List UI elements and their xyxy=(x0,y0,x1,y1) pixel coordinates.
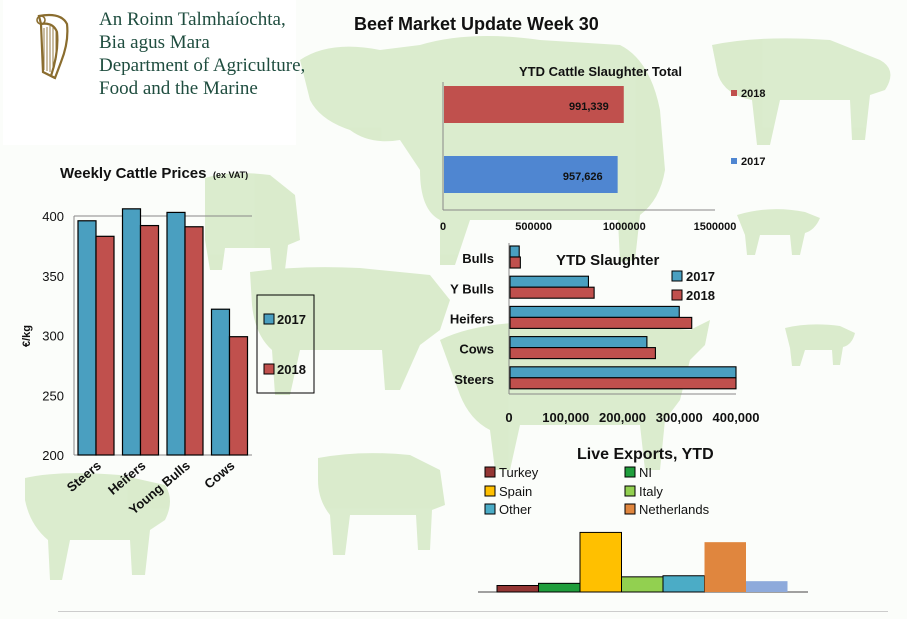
prices-y-axis-label: €/kg xyxy=(21,325,33,347)
ytd-slaughter-bar-2017 xyxy=(509,336,648,349)
live-exports-legend-label: NI xyxy=(639,465,652,480)
ytd-total-data-label-2018: 991,339 xyxy=(569,101,609,113)
live-exports-bar xyxy=(662,575,705,593)
ytd-slaughter-bar-2018 xyxy=(509,347,656,360)
live-exports-legend-swatch xyxy=(484,466,496,478)
prices-bar-2018 xyxy=(139,224,160,456)
department-name: An Roinn Talmhaíochta, Bia agus Mara Dep… xyxy=(99,8,305,100)
live-exports-legend-label: Turkey xyxy=(499,465,539,480)
live-exports-legend-label: Italy xyxy=(639,484,663,499)
prices-bar-2017 xyxy=(210,308,231,456)
ytd-slaughter-legend-swatch-2017 xyxy=(671,270,683,282)
ytd-slaughter-bar-2018 xyxy=(509,316,693,329)
live-exports-bar xyxy=(621,576,664,593)
ytd-slaughter-legend-label-2017: 2017 xyxy=(686,269,715,284)
prices-bar-2017 xyxy=(166,211,186,456)
prices-legend-swatch-2017 xyxy=(263,313,275,325)
ytd-total-legend-swatch-2018 xyxy=(731,90,737,96)
harp-logo-icon xyxy=(36,13,69,80)
live-exports-bar xyxy=(579,531,622,593)
ytd-slaughter-legend-label-2018: 2018 xyxy=(686,288,715,303)
prices-chart-subtitle: (ex VAT) xyxy=(213,170,248,180)
live-exports-legend-swatch xyxy=(624,466,636,478)
live-exports-legend-label: Netherlands xyxy=(639,502,710,517)
live-exports-legend-swatch xyxy=(484,485,496,497)
ytd-total-x-tick-label: 1500000 xyxy=(694,221,737,233)
ytd-slaughter-x-tick-label: 0 xyxy=(505,410,512,425)
ytd-slaughter-y-tick-label: Y Bulls xyxy=(450,281,494,296)
ytd-slaughter-bar-2018 xyxy=(509,286,595,299)
live-exports-bar xyxy=(746,581,788,592)
prices-bar-2018 xyxy=(228,336,249,456)
prices-chart-title: Weekly Cattle Prices xyxy=(60,165,206,182)
live-exports-bar xyxy=(496,585,539,593)
prices-legend-label-2018: 2018 xyxy=(277,362,306,377)
ytd-total-legend-swatch-2017 xyxy=(731,158,737,164)
ytd-slaughter-bar-2018 xyxy=(509,256,521,269)
prices-y-tick-label: 300 xyxy=(42,329,64,344)
logo-line-3: Department of Agriculture, xyxy=(99,55,306,76)
ytd-slaughter-y-tick-label: Cows xyxy=(459,342,494,357)
ytd-slaughter-y-tick-label: Heifers xyxy=(450,312,494,327)
live-exports-legend-swatch xyxy=(624,485,636,497)
prices-legend-box xyxy=(256,294,315,394)
live-exports-legend-swatch xyxy=(624,503,636,515)
ytd-slaughter-y-tick-label: Steers xyxy=(454,372,494,387)
ytd-slaughter-bar-2018 xyxy=(509,377,737,390)
prices-legend-label-2017: 2017 xyxy=(277,312,306,327)
ytd-slaughter-x-tick-label: 100,000 xyxy=(542,410,589,425)
ytd-slaughter-bar-2017 xyxy=(509,245,520,258)
ytd-slaughter-x-tick-label: 400,000 xyxy=(713,410,760,425)
ytd-slaughter-y-tick-label: Bulls xyxy=(462,251,494,266)
ytd-total-x-tick-label: 0 xyxy=(440,221,446,233)
ytd-total-legend-label-2018: 2018 xyxy=(741,88,765,100)
prices-x-tick-label: Cows xyxy=(201,458,237,492)
live-exports-bar xyxy=(538,582,581,593)
ytd-slaughter-bar-2017 xyxy=(509,275,589,288)
logo-line-1: An Roinn Talmhaíochta, xyxy=(99,9,286,30)
live-exports-legend-swatch xyxy=(484,503,496,515)
ytd-slaughter-legend-swatch-2018 xyxy=(671,289,683,301)
logo-line-2: Bia agus Mara xyxy=(99,32,210,53)
live-exports-bar xyxy=(704,542,746,592)
ytd-total-chart-title: YTD Cattle Slaughter Total xyxy=(519,64,682,79)
ytd-slaughter-chart-title: YTD Slaughter xyxy=(556,252,660,269)
page-title: Beef Market Update Week 30 xyxy=(354,14,599,34)
prices-bar-2018 xyxy=(184,226,204,456)
ytd-total-x-tick-label: 500000 xyxy=(515,221,552,233)
prices-legend-swatch-2018 xyxy=(263,363,275,375)
prices-y-tick-label: 350 xyxy=(42,269,64,284)
prices-y-tick-label: 400 xyxy=(42,209,64,224)
live-exports-legend-label: Other xyxy=(499,502,532,517)
prices-bar-2017 xyxy=(77,220,97,456)
live-exports-legend-label: Spain xyxy=(499,484,532,499)
ytd-total-legend-label-2017: 2017 xyxy=(741,156,765,168)
prices-y-tick-label: 200 xyxy=(42,448,64,463)
ytd-slaughter-x-tick-label: 300,000 xyxy=(656,410,703,425)
prices-x-tick-label: Steers xyxy=(64,458,104,495)
live-exports-chart-title: Live Exports, YTD xyxy=(577,446,714,463)
prices-bar-2018 xyxy=(95,235,115,456)
ytd-total-bar-2018 xyxy=(444,86,624,123)
ytd-slaughter-bar-2017 xyxy=(509,366,737,379)
ytd-slaughter-x-tick-label: 200,000 xyxy=(599,410,646,425)
logo-line-4: Food and the Marine xyxy=(99,78,258,99)
prices-bar-2017 xyxy=(121,208,142,456)
footer-divider xyxy=(58,611,888,612)
ytd-total-bar-2017 xyxy=(444,156,618,193)
prices-y-tick-label: 250 xyxy=(42,388,64,403)
ytd-total-data-label-2017: 957,626 xyxy=(563,171,603,183)
ytd-total-x-tick-label: 1000000 xyxy=(603,221,646,233)
ytd-slaughter-bar-2017 xyxy=(509,305,680,318)
logo-panel: An Roinn Talmhaíochta, Bia agus Mara Dep… xyxy=(3,0,305,145)
